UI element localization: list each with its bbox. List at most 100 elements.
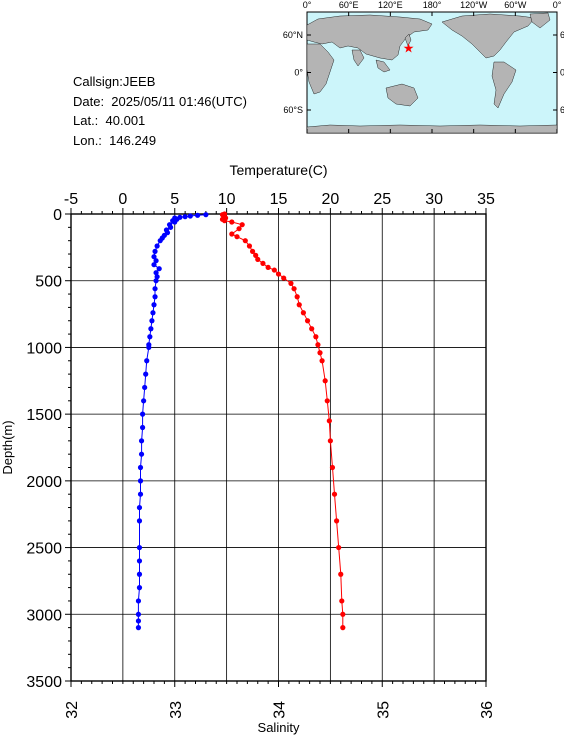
temperature-point [136,585,143,591]
salinity-point [271,267,277,273]
salinity-point [339,598,345,604]
temperature-tick-label: 25 [373,191,391,208]
map-lat-label: 60°S [283,105,303,115]
temperature-point [152,294,158,300]
salinity-point [239,222,245,228]
depth-tick-label: 1000 [26,340,62,357]
salinity-point [255,256,261,262]
temperature-point [154,274,160,280]
temperature-point [156,266,162,272]
temperature-point [150,310,156,316]
temperature-point [136,558,143,564]
temperature-tick-label: 35 [477,191,495,208]
location-map: 0° 60°E 120°E 180° 120°W 60°W 0° 60°N 60°N 0° 0° 60… [283,0,564,134]
map-tick-marks [306,12,558,133]
station-info: Callsign:JEEB Date: 2025/05/11 01:46(UTC… [73,72,247,150]
land-india [351,49,365,67]
depth-tick-label: 0 [53,207,62,224]
chart-grid [70,213,487,682]
salinity-point [313,334,319,340]
salinity-point [236,226,242,232]
station-marker-icon: ★ [403,40,415,55]
map-lat-label-right: 0° [560,68,564,78]
map-lon-label: 0° [553,0,562,10]
temperature-tick-label: 0 [118,191,127,208]
map-landmasses [306,12,558,134]
temperature-tick-label: 10 [218,191,236,208]
temperature-point [136,518,143,524]
salinity-point [324,398,330,404]
temperature-point [153,258,159,264]
temperature-point [157,238,163,244]
temperature-point [203,212,209,218]
temperature-point [149,318,155,324]
salinity-point [329,464,336,471]
temperature-point [153,270,159,276]
depth-tick-label: 500 [35,274,62,291]
longitude-text: Lon.: 146.249 [73,132,157,148]
temperature-axis-ticks [70,208,487,214]
land-south-america [491,61,517,109]
salinity-point [317,350,323,356]
land-europe-asia [306,14,433,61]
date-text: Date: 2025/05/11 01:46(UTC) [73,93,247,109]
temperature-point [139,424,146,431]
temperature-point [143,371,149,377]
salinity-point [340,611,346,617]
temperature-point [139,411,146,417]
temperature-point [144,358,150,364]
land-australia [385,83,419,107]
temperature-tick-label: 5 [170,191,179,208]
map-lon-label: 180° [423,0,442,10]
temperature-point [135,598,142,604]
temperature-point [148,326,154,332]
salinity-point [294,294,300,300]
salinity-point [304,318,311,324]
salinity-point [229,219,235,225]
temperature-point [194,212,201,218]
depth-axis-title: Depth(m) [0,420,15,474]
temperature-point [137,491,144,497]
temperature-point [152,248,158,254]
salinity-point [291,286,297,292]
salinity-point [242,238,248,244]
temperature-point [153,278,159,284]
salinity-point [221,218,228,224]
land-africa [306,43,335,95]
temperature-point [138,451,145,457]
depth-tick-label: 3500 [26,674,62,691]
temperature-tick-label: 15 [270,191,288,208]
salinity-point [315,342,321,348]
land-japan [404,33,412,47]
salinity-point [288,280,294,286]
depth-tick-label: 1500 [26,407,62,424]
salinity-tick-label: 36 [479,701,496,719]
temperature-point [151,262,157,268]
depth-tick-label: 2000 [26,474,62,491]
depth-tick-label: 3000 [26,607,62,624]
salinity-point [249,248,256,254]
temperature-point [136,504,143,511]
temperature-point [135,618,142,624]
salinity-point [229,231,235,237]
land-north-america [441,13,536,59]
salinity-tick-label: 33 [168,701,185,719]
salinity-point [326,418,332,424]
temperature-point [147,334,153,340]
land-southeast-asia [375,59,391,73]
temperature-point [137,478,144,484]
depth-axis-ticks [65,213,71,682]
map-lat-label: 60°N [283,30,303,40]
salinity-point [260,260,266,266]
temperature-point [154,243,160,249]
temperature-tick-label: 20 [321,191,339,208]
temperature-line [137,214,206,628]
temperature-point [168,224,174,230]
salinity-point [265,264,271,270]
salinity-point [281,275,287,281]
temperature-point [182,214,188,220]
temperature-tick-label: -5 [64,191,78,208]
salinity-tick-label: 35 [375,701,392,719]
temperature-point [151,302,157,308]
salinity-point [327,438,333,444]
